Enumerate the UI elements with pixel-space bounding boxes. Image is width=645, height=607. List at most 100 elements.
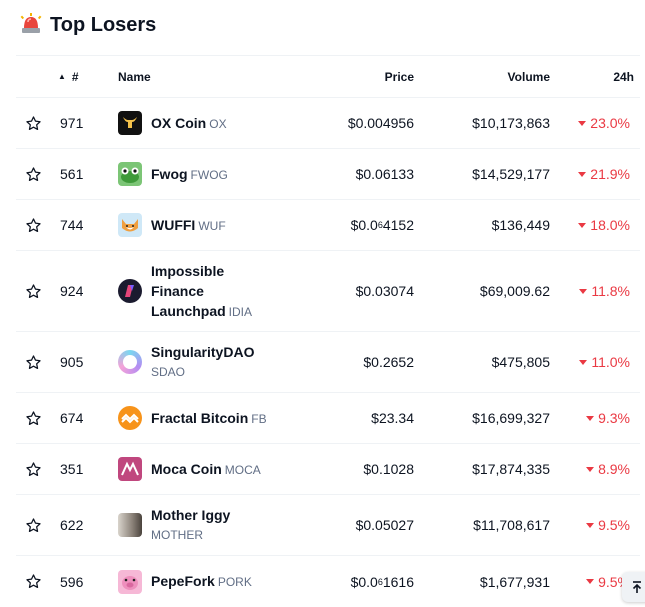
coin-name-cell[interactable]: Impossible Finance Launchpad IDIA xyxy=(118,251,308,331)
sort-up-icon: ▲ xyxy=(58,72,66,81)
ox-coin-logo-icon xyxy=(118,111,142,135)
losers-table: ▲ # Name Price Volume 24h 971 OX Coin OX … xyxy=(16,55,640,607)
rank: 674 xyxy=(60,410,84,426)
star-icon[interactable] xyxy=(16,200,50,250)
change: 18.0% xyxy=(556,200,630,250)
pork-logo-icon xyxy=(118,569,142,594)
page-title: Top Losers xyxy=(50,13,157,36)
coin-symbol: OX xyxy=(209,116,227,131)
caret-down-icon xyxy=(578,120,587,126)
table-row[interactable]: 905 SingularityDAO SDAO $0.2652 $475,805 … xyxy=(16,332,640,393)
wuffi-logo-icon xyxy=(118,213,142,237)
table-header: ▲ # Name Price Volume 24h xyxy=(16,55,640,98)
volume: $11,708,617 xyxy=(473,517,550,533)
change: 8.9% xyxy=(556,444,630,494)
caret-down-icon xyxy=(578,171,587,177)
coin-symbol: IDIA xyxy=(228,304,253,319)
change: 9.5% xyxy=(556,556,630,607)
volume: $69,009.62 xyxy=(479,283,550,299)
price: $0.06133 xyxy=(355,166,414,182)
name-header[interactable]: Name xyxy=(118,69,151,84)
price-header[interactable]: Price xyxy=(384,69,414,84)
coin-symbol: FWOG xyxy=(190,167,228,182)
coin-name-cell[interactable]: WUFFI WUF xyxy=(118,200,308,250)
arrow-up-icon xyxy=(632,581,642,593)
table-row[interactable]: 924 Impossible Finance Launchpad IDIA $0.… xyxy=(16,251,640,332)
change-header[interactable]: 24h xyxy=(613,69,634,84)
change: 9.5% xyxy=(556,495,630,555)
coin-symbol: WUF xyxy=(198,218,226,233)
coin-name-cell[interactable]: Moca Coin MOCA xyxy=(118,444,308,494)
coin-name: Impossible Finance Launchpad xyxy=(151,262,226,319)
volume: $136,449 xyxy=(491,217,550,233)
star-icon[interactable] xyxy=(16,444,50,494)
star-icon[interactable] xyxy=(16,556,50,607)
coin-symbol: MOTHER xyxy=(151,528,203,542)
caret-down-icon xyxy=(586,415,595,421)
star-icon[interactable] xyxy=(16,251,50,331)
caret-down-icon xyxy=(586,522,595,528)
change: 23.0% xyxy=(556,98,630,148)
table-row[interactable]: 971 OX Coin OX $0.004956 $10,173,863 23.0… xyxy=(16,98,640,149)
scroll-to-top-button[interactable] xyxy=(622,572,645,602)
caret-down-icon xyxy=(586,579,595,584)
moca-logo-icon xyxy=(118,457,142,481)
coin-name-cell[interactable]: PepeFork PORK xyxy=(118,556,308,607)
table-row[interactable]: 622 Mother Iggy MOTHER $0.05027 $11,708,6… xyxy=(16,495,640,556)
table-row[interactable]: 674 Fractal Bitcoin FB $23.34 $16,699,327… xyxy=(16,393,640,444)
coin-symbol: SDAO xyxy=(151,365,186,379)
coin-name-cell[interactable]: SingularityDAO SDAO xyxy=(118,332,308,392)
sdao-logo-icon xyxy=(118,350,142,374)
volume: $475,805 xyxy=(491,354,550,370)
price: $0.1028 xyxy=(363,461,414,477)
star-icon[interactable] xyxy=(16,393,50,443)
table-row[interactable]: 596 PepeFork PORK $0.0 6 1616 $1,677,931 9.… xyxy=(16,556,640,607)
fwog-logo-icon xyxy=(118,162,142,186)
change: 11.0% xyxy=(556,332,630,392)
table-row[interactable]: 561 Fwog FWOG $0.06133 $14,529,177 21.9% xyxy=(16,149,640,200)
caret-down-icon xyxy=(579,359,588,365)
coin-name-cell[interactable]: Mother Iggy MOTHER xyxy=(118,495,308,555)
coin-name: SingularityDAO xyxy=(151,344,255,360)
price: $0.2652 xyxy=(363,354,414,370)
coin-name-cell[interactable]: Fwog FWOG xyxy=(118,149,308,199)
coin-name: OX Coin xyxy=(151,114,207,131)
price: $0.0 6 1616 xyxy=(350,573,414,590)
coin-name: WUFFI xyxy=(151,216,196,233)
page-title-wrap: Top Losers xyxy=(20,10,156,40)
price: $0.03074 xyxy=(355,283,414,299)
caret-down-icon xyxy=(586,466,595,472)
coin-name: Fwog xyxy=(151,165,188,182)
caret-down-icon xyxy=(579,288,588,294)
star-icon[interactable] xyxy=(16,98,50,148)
rank: 596 xyxy=(60,573,84,590)
coin-name-cell[interactable]: OX Coin OX xyxy=(118,98,308,148)
caret-down-icon xyxy=(578,222,587,228)
fb-logo-icon xyxy=(118,406,142,430)
rank: 744 xyxy=(60,217,84,233)
coin-symbol: PORK xyxy=(217,575,252,589)
change: 11.8% xyxy=(556,251,630,331)
change: 21.9% xyxy=(556,149,630,199)
price: $23.34 xyxy=(371,410,414,426)
coin-name-cell[interactable]: Fractal Bitcoin FB xyxy=(118,393,308,443)
coin-name: Mother Iggy xyxy=(151,507,231,523)
volume: $17,874,335 xyxy=(472,461,550,477)
price: $0.0 6 4152 xyxy=(350,217,414,233)
star-icon[interactable] xyxy=(16,495,50,555)
table-row[interactable]: 744 WUFFI WUF $0.0 6 4152 $136,449 18.0% xyxy=(16,200,640,251)
price: $0.05027 xyxy=(355,517,414,533)
rank: 561 xyxy=(60,166,84,182)
rank: 351 xyxy=(60,461,84,477)
idia-logo-icon xyxy=(118,279,142,303)
coin-symbol: FB xyxy=(251,411,267,426)
table-row[interactable]: 351 Moca Coin MOCA $0.1028 $17,874,335 8.… xyxy=(16,444,640,495)
coin-name: Fractal Bitcoin xyxy=(151,409,249,426)
volume-header[interactable]: Volume xyxy=(507,69,550,84)
star-icon[interactable] xyxy=(16,149,50,199)
rank: 971 xyxy=(60,115,84,131)
rank-header[interactable]: ▲ # xyxy=(58,69,79,84)
star-icon[interactable] xyxy=(16,332,50,392)
volume: $10,173,863 xyxy=(472,115,550,131)
volume: $1,677,931 xyxy=(479,573,550,590)
